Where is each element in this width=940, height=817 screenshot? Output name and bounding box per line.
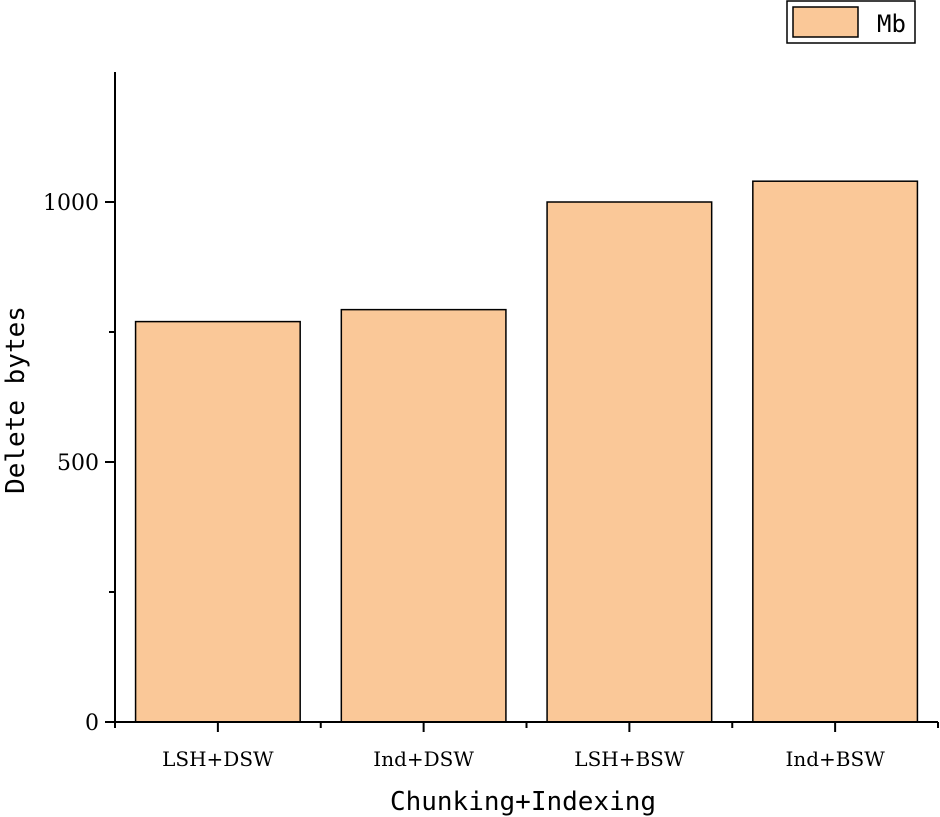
x-ticks-layer: LSH+DSW Ind+DSW LSH+BSW Ind+BSW [114, 722, 939, 771]
x-tick-label: Ind+BSW [785, 747, 885, 771]
x-axis-title: Chunking+Indexing [390, 787, 656, 817]
bar-ind-dsw [340, 308, 507, 723]
x-tick-label: LSH+BSW [574, 747, 685, 771]
bar-lsh-bsw [546, 201, 713, 723]
x-tick-label: LSH+DSW [162, 747, 274, 771]
y-axis-title: Delete bytes [1, 306, 31, 494]
bar-lsh-dsw [134, 320, 301, 723]
legend: Mb [786, 0, 916, 44]
y-tick-label: 500 [57, 451, 99, 476]
bar-ind-bsw [752, 180, 919, 723]
legend-swatch [792, 6, 859, 38]
y-ticks-layer: 0 500 1000 [43, 191, 115, 736]
legend-label: Mb [877, 10, 906, 38]
x-tick-label: Ind+DSW [373, 747, 474, 771]
bars-layer [134, 180, 919, 723]
y-tick-label: 1000 [43, 191, 99, 216]
y-tick-label: 0 [85, 711, 99, 736]
